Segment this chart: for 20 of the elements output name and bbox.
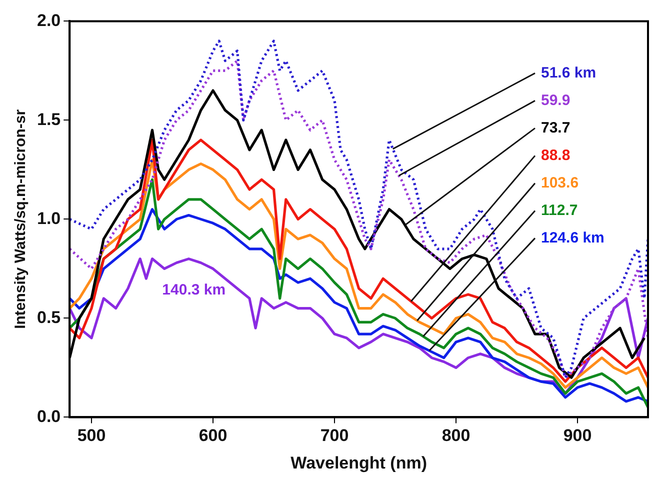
x-tick-label: 700 [320,426,349,446]
x-axis-title: Wavelenght (nm) [290,453,427,472]
y-tick-label: 0.5 [36,308,61,327]
text: 73.7 [541,119,570,136]
text: 124.6 km [541,229,604,246]
x-tick-label: 600 [198,426,228,446]
text: 103.6 [541,174,579,192]
x-tick-label: 900 [563,426,592,446]
text: 88.8 [541,146,570,164]
series-label: 140.3 km [162,282,226,299]
x-tick-label: 800 [442,426,470,446]
y-axis-title: Intensity Watts/sq.m-micron-sr [12,109,30,329]
x-tick-label: 500 [77,426,106,446]
text: 51.6 km [541,64,596,82]
y-tick-label: 0.0 [36,406,61,426]
y-tick-label: 2.0 [36,10,61,30]
y-tick-label: 1.0 [36,208,61,228]
y-tick-label: 1.5 [36,110,61,129]
text: 112.7 [541,202,578,219]
text: 59.9 [541,92,570,109]
